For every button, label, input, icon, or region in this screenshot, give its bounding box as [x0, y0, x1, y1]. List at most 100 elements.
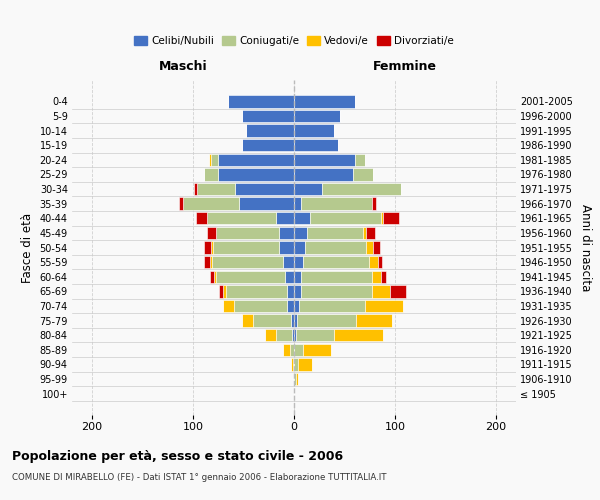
Bar [287, 300, 294, 312]
Bar [365, 226, 375, 239]
Bar [265, 329, 276, 342]
Bar [390, 285, 406, 298]
Bar [212, 256, 283, 268]
Bar [294, 358, 298, 370]
Bar [283, 344, 290, 356]
Bar [368, 256, 378, 268]
Bar [303, 344, 331, 356]
Bar [210, 256, 212, 268]
Bar [253, 314, 291, 326]
Bar [285, 270, 294, 283]
Bar [294, 183, 322, 196]
Bar [239, 198, 294, 210]
Bar [229, 95, 294, 108]
Bar [242, 314, 253, 326]
Bar [303, 256, 368, 268]
Bar [196, 212, 207, 224]
Bar [292, 329, 294, 342]
Bar [204, 168, 218, 180]
Bar [179, 198, 183, 210]
Bar [210, 270, 214, 283]
Bar [287, 285, 294, 298]
Bar [310, 212, 381, 224]
Bar [242, 110, 294, 122]
Bar [373, 242, 380, 254]
Bar [218, 154, 294, 166]
Bar [307, 226, 362, 239]
Bar [209, 154, 211, 166]
Bar [235, 300, 287, 312]
Bar [294, 373, 296, 385]
Bar [301, 198, 372, 210]
Bar [362, 226, 365, 239]
Bar [294, 110, 340, 122]
Text: Femmine: Femmine [373, 60, 437, 74]
Bar [294, 139, 338, 151]
Bar [378, 256, 382, 268]
Bar [322, 183, 401, 196]
Bar [226, 285, 287, 298]
Bar [294, 314, 297, 326]
Bar [383, 212, 399, 224]
Bar [298, 358, 312, 370]
Bar [296, 373, 298, 385]
Bar [372, 270, 381, 283]
Bar [276, 212, 294, 224]
Bar [294, 270, 301, 283]
Bar [218, 168, 294, 180]
Bar [294, 242, 305, 254]
Bar [372, 285, 390, 298]
Bar [214, 270, 217, 283]
Bar [294, 168, 353, 180]
Bar [365, 242, 373, 254]
Bar [279, 242, 294, 254]
Bar [353, 168, 373, 180]
Bar [204, 256, 210, 268]
Bar [381, 270, 386, 283]
Bar [334, 329, 383, 342]
Bar [291, 314, 294, 326]
Bar [242, 139, 294, 151]
Bar [245, 124, 294, 137]
Bar [356, 314, 392, 326]
Text: Popolazione per età, sesso e stato civile - 2006: Popolazione per età, sesso e stato civil… [12, 450, 343, 463]
Y-axis label: Anni di nascita: Anni di nascita [580, 204, 592, 291]
Bar [297, 314, 356, 326]
Bar [235, 183, 294, 196]
Bar [294, 329, 296, 342]
Bar [301, 270, 372, 283]
Bar [294, 285, 301, 298]
Bar [276, 329, 292, 342]
Bar [207, 226, 217, 239]
Bar [294, 256, 303, 268]
Bar [299, 300, 365, 312]
Bar [197, 183, 235, 196]
Bar [294, 344, 303, 356]
Text: COMUNE DI MIRABELLO (FE) - Dati ISTAT 1° gennaio 2006 - Elaborazione TUTTITALIA.: COMUNE DI MIRABELLO (FE) - Dati ISTAT 1°… [12, 472, 386, 482]
Bar [291, 358, 293, 370]
Bar [290, 344, 294, 356]
Bar [223, 300, 235, 312]
Text: Maschi: Maschi [158, 60, 208, 74]
Bar [194, 183, 197, 196]
Bar [355, 154, 365, 166]
Bar [211, 154, 218, 166]
Bar [372, 198, 376, 210]
Bar [294, 124, 334, 137]
Bar [217, 226, 279, 239]
Bar [279, 226, 294, 239]
Bar [296, 329, 334, 342]
Bar [301, 285, 372, 298]
Bar [223, 285, 226, 298]
Bar [293, 358, 294, 370]
Bar [213, 242, 279, 254]
Y-axis label: Fasce di età: Fasce di età [21, 212, 34, 282]
Bar [207, 212, 276, 224]
Bar [365, 300, 403, 312]
Bar [381, 212, 383, 224]
Bar [217, 270, 285, 283]
Bar [283, 256, 294, 268]
Bar [204, 242, 211, 254]
Bar [294, 198, 301, 210]
Bar [294, 226, 307, 239]
